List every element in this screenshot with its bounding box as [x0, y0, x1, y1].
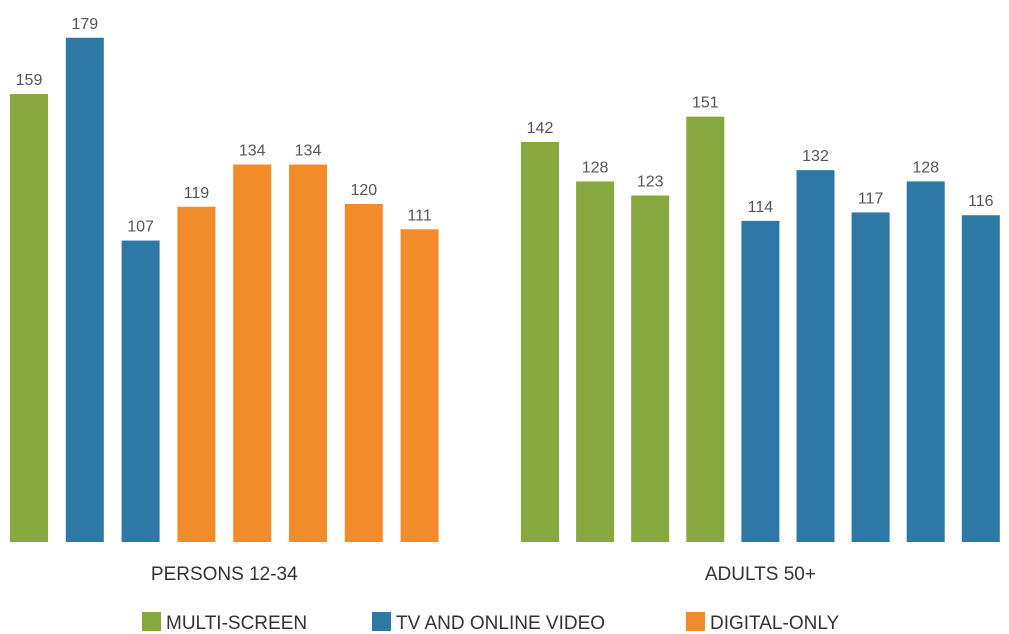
legend-swatch	[372, 612, 391, 631]
value-label: 179	[71, 16, 98, 33]
value-label: 151	[692, 95, 719, 112]
bar	[741, 220, 780, 542]
value-label: 142	[527, 120, 554, 137]
value-label: 128	[912, 159, 939, 176]
bar	[686, 116, 725, 543]
value-label: 116	[968, 193, 994, 210]
legend-swatch	[142, 612, 161, 631]
value-label: 123	[637, 174, 664, 191]
value-label: 111	[407, 207, 431, 224]
value-label: 132	[802, 148, 829, 165]
value-label: 120	[350, 182, 377, 199]
bar	[906, 181, 945, 542]
bar	[851, 212, 890, 542]
bar	[576, 181, 615, 542]
bar	[961, 215, 1000, 542]
bar	[400, 229, 439, 543]
group-label: ADULTS 50+	[705, 564, 816, 585]
bar	[177, 206, 216, 543]
legend-label: DIGITAL-ONLY	[710, 613, 839, 634]
bar	[65, 37, 104, 543]
legend-label: TV AND ONLINE VIDEO	[396, 613, 605, 634]
bar	[631, 195, 670, 542]
bar	[521, 141, 559, 542]
bar	[121, 240, 160, 542]
bar	[233, 164, 272, 542]
legend-swatch	[686, 612, 705, 631]
value-label: 117	[858, 190, 884, 207]
bar	[796, 170, 835, 542]
value-label: 119	[184, 185, 210, 202]
value-label: 134	[239, 143, 266, 160]
group-label: PERSONS 12-34	[151, 564, 298, 585]
value-label: 159	[16, 72, 43, 89]
value-label: 114	[748, 199, 774, 216]
value-label: 128	[582, 159, 609, 176]
bar	[289, 164, 327, 542]
value-label: 134	[295, 143, 322, 160]
bar	[344, 203, 383, 542]
legend-label: MULTI-SCREEN	[166, 613, 307, 634]
value-label: 107	[127, 219, 154, 236]
bar	[10, 94, 48, 543]
